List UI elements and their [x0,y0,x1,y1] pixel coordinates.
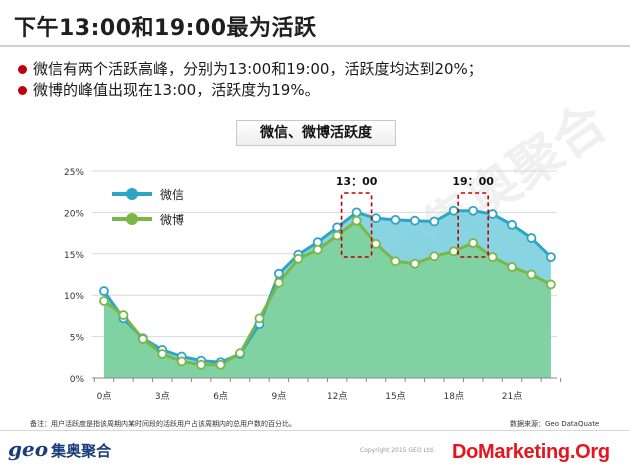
data-point [99,286,109,296]
data-point [507,262,517,272]
x-tick-label: 6点 [213,391,228,402]
annotation-label: 13：00 [336,175,378,188]
x-tick-label: 12点 [327,391,347,402]
data-point [409,215,420,226]
legend-label: 微博 [160,212,184,227]
bullet-list: 微信有两个活跃高峰，分别为13:00和19:00，活跃度均达到20%； 微博的峰… [18,59,483,101]
data-point [215,359,226,370]
bullet-dot-icon [18,65,27,74]
legend-marker [126,213,138,225]
footer-divider [0,430,630,431]
page-title: 下午13:00和19:00最为活跃 [14,16,317,41]
data-point [545,279,556,290]
title-divider [0,45,630,47]
bullet-text: 微博的峰值出现在13:00，活跃度为19%。 [33,81,320,99]
data-point [507,219,517,230]
data-point [487,209,498,219]
x-tick-label: 0点 [97,391,112,402]
data-point [429,216,440,227]
data-point [332,222,343,233]
data-source: 数据来源：Geo DataQuate [510,420,600,428]
data-point [468,238,479,248]
chart-annotations: 13：00 19：00 [336,175,494,258]
y-tick-label: 25% [64,168,84,178]
data-point [351,207,362,218]
x-tick-label: 15点 [385,391,405,402]
data-point [371,238,381,249]
chart-lines [99,205,556,370]
data-point [293,253,304,264]
data-point [99,296,109,306]
y-tick-label: 5% [70,334,85,344]
data-point [273,277,284,288]
y-tick-label: 20% [64,209,84,219]
data-point [526,269,537,280]
data-point [429,251,440,262]
bullet-item: 微信有两个活跃高峰，分别为13:00和19:00，活跃度均达到20%； [18,59,483,80]
highlight-box [340,192,373,258]
site-watermark: DoMarketing.Org [452,441,610,463]
chart-areas [104,210,551,378]
data-point [409,258,420,269]
highlight-box [457,192,489,258]
data-point [332,230,343,241]
bullet-dot-icon [18,86,27,95]
data-point [254,313,265,324]
legend-marker [126,188,138,200]
x-tick-label: 21点 [502,391,522,402]
x-tick-label: 3点 [155,391,170,402]
data-point [448,205,459,216]
data-point [273,268,284,279]
logo-geo: geo [8,437,49,461]
chart-title: 微信、微博活跃度 [236,120,396,146]
y-tick-label: 10% [64,292,84,302]
x-tick-label: 18点 [444,391,464,402]
data-point [351,215,362,226]
data-point [545,252,556,263]
data-point [390,214,401,225]
logo-cn: 集奥聚合 [51,442,112,460]
data-point [235,348,245,359]
area-weibo [104,220,551,378]
annotation-label: 19：00 [452,175,494,188]
y-tick-label: 15% [64,251,84,261]
bullet-text: 微信有两个活跃高峰，分别为13:00和19:00，活跃度均达到20%； [33,60,483,78]
legend-label: 微信 [160,188,184,202]
data-point [487,252,498,263]
data-point [390,256,401,267]
data-point [448,246,459,257]
bullet-item: 微博的峰值出现在13:00，活跃度为19%。 [18,80,483,101]
data-point [137,334,148,344]
data-point [157,349,168,359]
footnote: 备注：用户活跃度是指该周期内某时间段的活跃用户占该周期内的总用户数的百分比。 [30,420,296,428]
data-point [468,205,479,216]
brand-logo: geo 集奥聚合 [8,437,111,461]
data-point [371,213,381,224]
data-point [526,233,537,243]
x-tick-label: 9点 [272,391,287,402]
chart-axes: 0% 5% 10% 15% 20% 25% 0点 3点 6点 9点 12点 15点 18点 21点 [64,168,562,402]
data-point [176,356,187,367]
data-point [118,310,129,320]
data-point [312,244,323,255]
copyright: Copyright 2015 GEO Ltd. [360,447,435,454]
data-point [196,359,207,370]
y-tick-label: 0% [70,375,85,385]
